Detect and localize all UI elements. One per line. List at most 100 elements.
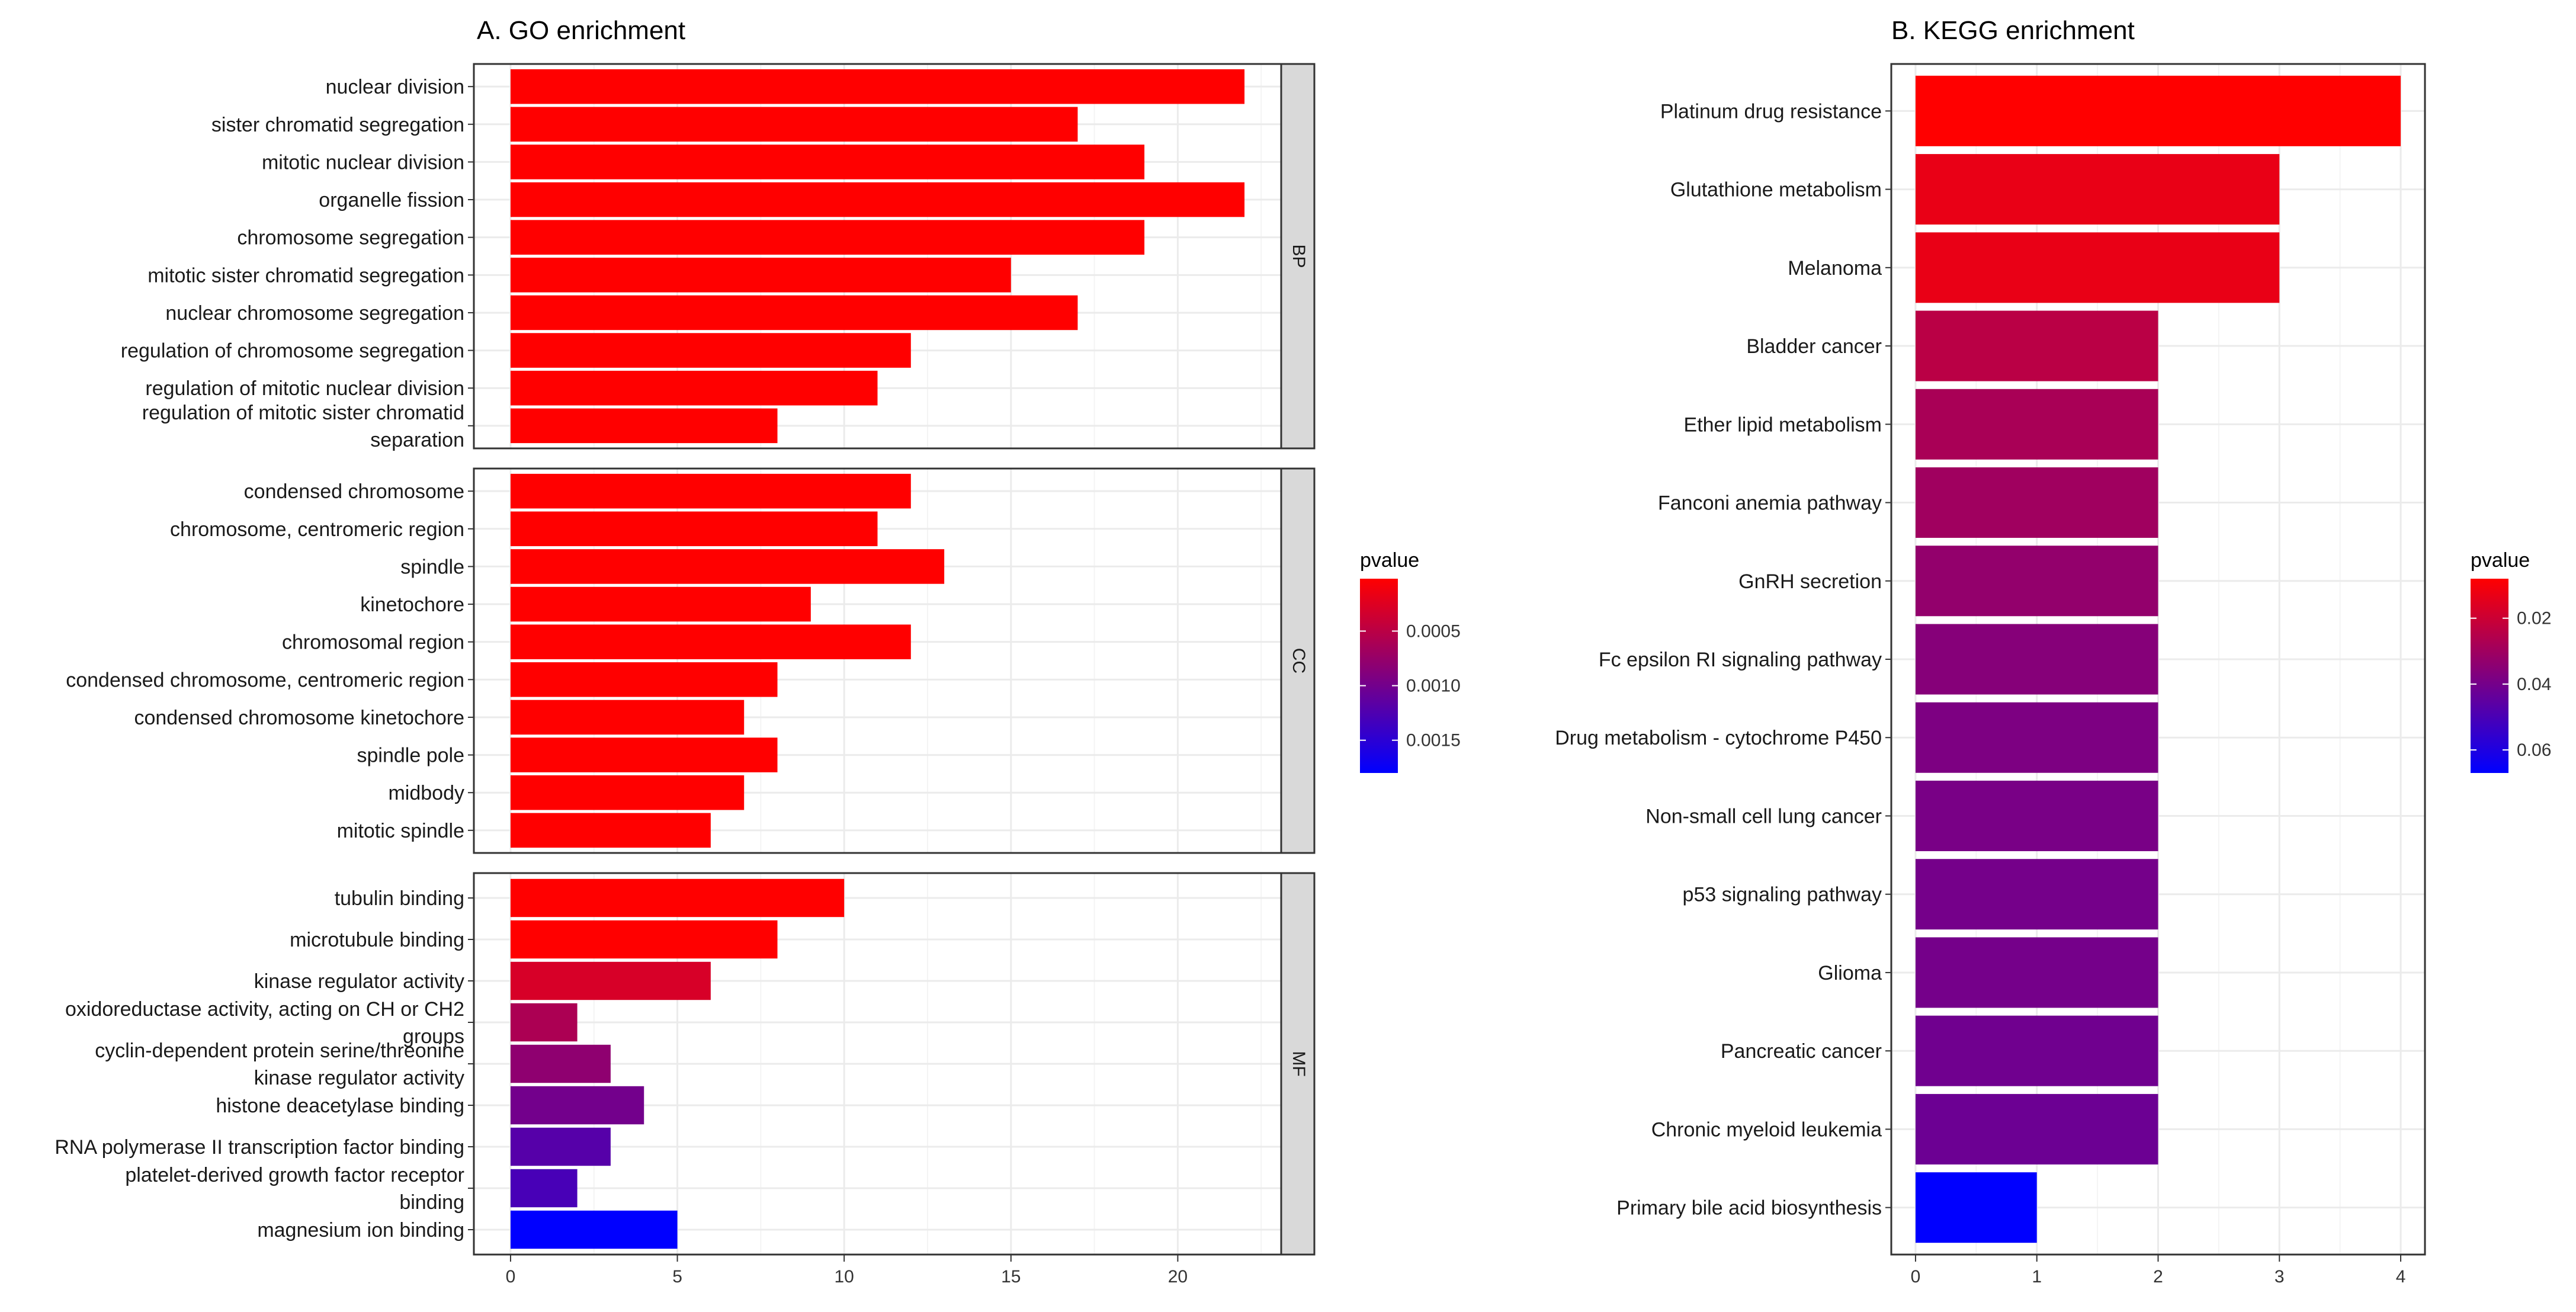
- kegg-term-label: Ether lipid metabolism: [1684, 413, 1882, 436]
- bar: [1915, 859, 2158, 930]
- go-term-label: condensed chromosome kinetochore: [134, 707, 464, 729]
- kegg-term-label: Primary bile acid biosynthesis: [1616, 1197, 1882, 1220]
- kegg-panel: [1885, 63, 2426, 1256]
- facet-cc: CC: [468, 467, 1316, 854]
- bar: [510, 1210, 678, 1249]
- legend-tick-label: 0.04: [2517, 675, 2551, 694]
- bar: [510, 333, 911, 368]
- legend-colorbar: [2471, 579, 2508, 773]
- bar: [510, 107, 1078, 142]
- go-term-label: regulation of mitotic sister chromatid: [142, 402, 464, 424]
- go-term-label: condensed chromosome, centromeric region: [66, 669, 464, 691]
- go-term-label: kinetochore: [360, 594, 464, 616]
- bar: [1915, 937, 2158, 1008]
- facet-strip: [1280, 467, 1316, 854]
- x-tick-label: 15: [1001, 1267, 1021, 1287]
- go-term-label: regulation of chromosome segregation: [121, 340, 464, 363]
- bar: [1915, 546, 2158, 617]
- bar: [510, 258, 1011, 293]
- bar: [510, 182, 1245, 217]
- legend-tick-label: 0.06: [2517, 740, 2551, 760]
- x-tick-label: 4: [2396, 1267, 2406, 1287]
- go-term-label: nuclear division: [326, 76, 464, 98]
- legend-tick-label: 0.0010: [1406, 676, 1461, 696]
- go-term-label: binding: [399, 1191, 464, 1214]
- go-term-label: separation: [370, 429, 464, 451]
- go-term-label: kinase regulator activity: [254, 970, 464, 993]
- kegg-term-label: Drug metabolism - cytochrome P450: [1555, 727, 1882, 749]
- go-term-label: nuclear chromosome segregation: [165, 302, 464, 325]
- kegg-term-label: Chronic myeloid leukemia: [1651, 1118, 1882, 1141]
- bar: [510, 775, 745, 810]
- bar: [510, 662, 778, 697]
- bar: [510, 511, 878, 547]
- facet-strip: [1280, 872, 1316, 1256]
- x-tick-label: 0: [506, 1267, 516, 1287]
- bar: [510, 145, 1145, 179]
- x-tick-label: 0: [1911, 1267, 1921, 1287]
- facet-strip-label: MF: [1289, 1051, 1308, 1076]
- bar: [1915, 154, 2280, 225]
- kegg-term-label: p53 signaling pathway: [1683, 884, 1882, 906]
- go-term-label: midbody: [388, 782, 464, 804]
- bar: [1915, 702, 2158, 773]
- go-term-label: RNA polymerase II transcription factor b…: [54, 1136, 464, 1159]
- kegg-term-label: Platinum drug resistance: [1660, 100, 1882, 123]
- bar: [510, 1086, 644, 1125]
- bar: [510, 1003, 578, 1042]
- go-term-label: histone deacetylase binding: [216, 1095, 464, 1117]
- bar: [510, 878, 845, 918]
- panel-a-title: A. GO enrichment: [477, 16, 685, 45]
- bar: [510, 920, 778, 959]
- bar: [1915, 389, 2158, 460]
- panel-b-title: B. KEGG enrichment: [1891, 16, 2135, 45]
- bar: [510, 295, 1078, 331]
- bar: [510, 1127, 611, 1166]
- bar: [1915, 1015, 2158, 1086]
- bar: [510, 961, 711, 1000]
- legend-tick-label: 0.02: [2517, 609, 2551, 628]
- kegg-term-label: Non-small cell lung cancer: [1645, 805, 1882, 827]
- facet-mf: MF: [468, 872, 1316, 1256]
- x-tick-label: 2: [2153, 1267, 2163, 1287]
- bar: [1915, 624, 2158, 695]
- go-term-label: chromosomal region: [282, 631, 464, 654]
- bar: [510, 220, 1145, 255]
- facet-strip-label: CC: [1289, 648, 1308, 673]
- bar: [510, 370, 878, 406]
- go-term-label: groups: [403, 1025, 464, 1048]
- bar: [510, 408, 778, 444]
- go-term-label: organelle fission: [319, 189, 464, 211]
- kegg-term-label: Fanconi anemia pathway: [1658, 492, 1882, 515]
- bar: [1915, 310, 2158, 381]
- go-term-label: spindle: [400, 556, 464, 578]
- kegg-term-label: Melanoma: [1788, 257, 1882, 280]
- kegg-term-label: Pancreatic cancer: [1721, 1040, 1882, 1063]
- bar: [1915, 75, 2401, 146]
- bar: [510, 549, 945, 584]
- x-tick-label: 5: [672, 1267, 682, 1287]
- bar: [1915, 232, 2280, 303]
- bar: [510, 813, 711, 848]
- x-tick-label: 3: [2275, 1267, 2285, 1287]
- bar: [510, 1169, 578, 1208]
- kegg-term-label: Glutathione metabolism: [1670, 179, 1882, 201]
- legend-title: pvalue: [2471, 549, 2530, 572]
- go-term-label: condensed chromosome: [244, 480, 464, 503]
- kegg-term-label: Bladder cancer: [1746, 335, 1882, 358]
- go-term-label: kinase regulator activity: [254, 1067, 464, 1089]
- x-tick-label: 10: [834, 1267, 854, 1287]
- x-tick-label: 1: [2032, 1267, 2042, 1287]
- go-term-label: magnesium ion binding: [257, 1219, 464, 1242]
- go-term-label: cyclin-dependent protein serine/threonin…: [95, 1040, 464, 1062]
- go-term-label: platelet-derived growth factor receptor: [125, 1164, 464, 1186]
- kegg-term-label: Glioma: [1818, 962, 1882, 984]
- x-tick-label: 20: [1168, 1267, 1188, 1287]
- bar: [1915, 1093, 2158, 1165]
- go-term-label: sister chromatid segregation: [211, 114, 464, 136]
- go-term-label: regulation of mitotic nuclear division: [145, 377, 464, 400]
- go-term-label: chromosome segregation: [237, 227, 464, 249]
- go-term-label: chromosome, centromeric region: [170, 518, 464, 541]
- bar: [1915, 780, 2158, 851]
